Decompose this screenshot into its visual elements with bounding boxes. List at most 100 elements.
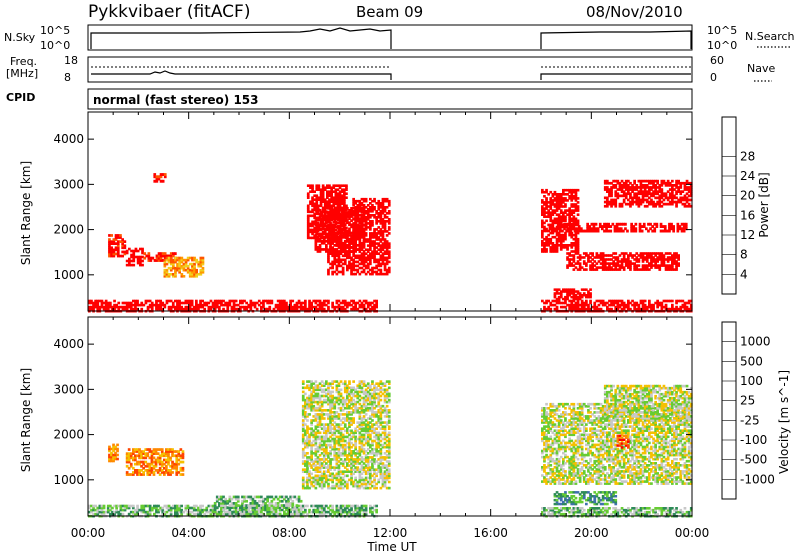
heatmap-cell [341, 305, 345, 309]
heatmap-cell [327, 213, 330, 216]
heatmap-cell [283, 512, 286, 516]
heatmap-cell [341, 250, 345, 253]
heatmap-cell [154, 448, 158, 451]
heatmap-cell [272, 307, 276, 311]
heatmap-cell [603, 264, 607, 267]
heatmap-cell [568, 262, 571, 265]
heatmap-cell [591, 262, 594, 265]
heatmap-cell [306, 504, 309, 508]
heatmap-cell [160, 469, 164, 472]
heatmap-cell [280, 299, 284, 303]
heatmap-cell [314, 239, 318, 243]
heatmap-cell [379, 204, 383, 207]
heatmap-cell [272, 510, 276, 514]
heatmap-cell [354, 206, 357, 209]
heatmap-cell [641, 179, 645, 183]
heatmap-cell [327, 258, 330, 262]
heatmap-cell [321, 192, 325, 195]
heatmap-cell [285, 495, 288, 499]
heatmap-cell [629, 186, 632, 189]
heatmap-cell [687, 186, 691, 189]
heatmap-cell [331, 260, 334, 264]
heatmap-cell [178, 264, 181, 268]
heatmap-cell [549, 223, 553, 227]
heatmap-cell [331, 248, 334, 251]
heatmap-cell [383, 272, 387, 276]
heatmap-cell [564, 290, 567, 293]
heatmap-cell [566, 213, 569, 216]
heatmap-cell [622, 305, 626, 309]
heatmap-cell [257, 506, 261, 509]
heatmap-cell [184, 258, 188, 262]
heatmap-cell [339, 264, 343, 268]
heatmap-cell [343, 508, 347, 512]
heatmap-cell [650, 303, 653, 307]
heatmap-cell [312, 508, 316, 512]
heatmap-cell [329, 215, 332, 218]
heatmap-cell [687, 194, 691, 198]
heatmap-cell [635, 266, 639, 269]
heatmap-cell [121, 246, 124, 250]
heatmap-cell [369, 254, 372, 258]
heatmap-cell [155, 259, 159, 262]
heatmap-cell [559, 301, 563, 305]
heatmap-cell [224, 499, 227, 503]
heatmap-cell [622, 307, 626, 311]
heatmap-cell [627, 186, 630, 189]
heatmap-cell [360, 226, 364, 229]
heatmap-cell [572, 268, 576, 271]
heatmap-cell [566, 246, 569, 249]
heatmap-cell [568, 299, 571, 303]
heatmap-cell [375, 252, 378, 255]
heatmap-cell [377, 268, 381, 272]
heatmap-cell [631, 188, 634, 191]
heatmap-cell [247, 510, 251, 514]
heatmap-cell [635, 258, 639, 261]
heatmap-cell [545, 237, 548, 241]
heatmap-cell [671, 266, 674, 269]
heatmap-cell [341, 211, 345, 214]
heatmap-cell [608, 200, 611, 204]
heatmap-cell [662, 198, 666, 202]
heatmap-cell [260, 506, 263, 510]
heatmap-cell [310, 433, 313, 437]
heatmap-cell [369, 246, 372, 249]
heatmap-cell [648, 181, 651, 185]
heatmap-cell [582, 307, 586, 311]
heatmap-cell [364, 199, 368, 203]
heatmap-cell [660, 188, 664, 191]
heatmap-cell [325, 217, 328, 220]
heatmap-cell [664, 202, 668, 206]
heatmap-cell [683, 307, 687, 311]
heatmap-cell [308, 307, 311, 311]
heatmap-cell [251, 497, 255, 501]
heatmap-cell [635, 184, 639, 187]
heatmap-cell [316, 504, 320, 508]
heatmap-cell [619, 227, 623, 231]
heatmap-cell [564, 231, 567, 235]
heatmap-cell [553, 307, 557, 311]
heatmap-cell [148, 512, 152, 516]
heatmap-cell [243, 508, 246, 512]
heatmap-cell [675, 305, 678, 309]
heatmap-cell [619, 229, 623, 233]
heatmap-cell [327, 207, 330, 210]
heatmap-cell [641, 196, 645, 200]
heatmap-cell [350, 225, 353, 229]
heatmap-cell [150, 506, 154, 510]
heatmap-cell [580, 229, 583, 233]
heatmap-cell [541, 213, 544, 216]
heatmap-cell [356, 270, 360, 274]
heatmap-cell [362, 228, 366, 231]
heatmap-cell [193, 258, 196, 262]
heatmap-cell [578, 258, 582, 261]
heatmap-cell [178, 504, 181, 508]
heatmap-cell [559, 193, 563, 196]
heatmap-cell [635, 194, 639, 198]
heatmap-cell [677, 299, 680, 303]
heatmap-cell [138, 473, 141, 476]
heatmap-cell [650, 264, 653, 267]
heatmap-cell [142, 452, 145, 455]
heatmap-cell [614, 268, 618, 271]
